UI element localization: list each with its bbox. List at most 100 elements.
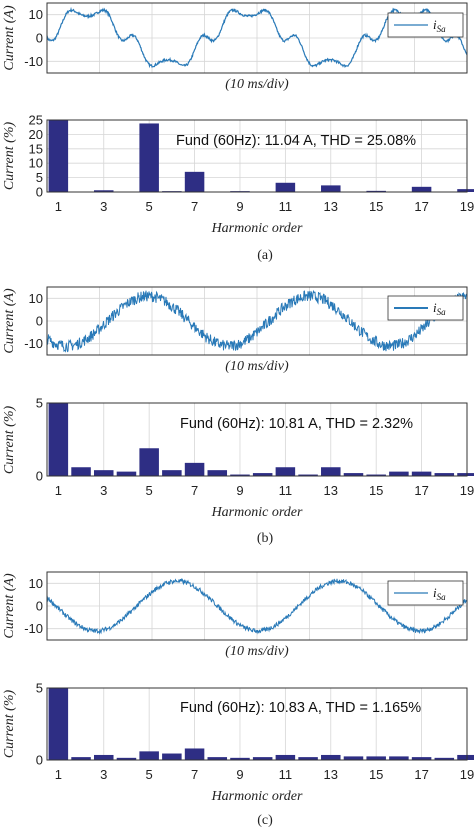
waveform-plot-c: 10 0 -10 iSa Current (A) (10 ms/div) (2, 571, 468, 659)
spectrum-bar-c-h15 (366, 756, 386, 760)
legend-label-a: i (433, 17, 437, 32)
caption-b: (b) (257, 531, 274, 546)
spectrum-bar-a-h3 (93, 190, 114, 192)
waveform-frame-b (46, 286, 468, 356)
spectrum-xtick-label-b: 19 (460, 483, 474, 498)
legend-subscript-c: Sa (437, 592, 447, 602)
spectrum-bar-c-h7 (184, 748, 205, 760)
spectrum-ytick-label-a: 10 (29, 156, 43, 171)
waveform-xlabel-c: (10 ms/div) (225, 644, 289, 659)
spectrum-frame-a (46, 119, 468, 193)
waveform-ytick-label-c: -10 (24, 621, 43, 636)
spectrum-xtick-label-a: 11 (279, 199, 293, 214)
spectrum-bar-a-h7 (184, 171, 205, 192)
spectrum-ylabel-b: Current (%) (2, 406, 17, 475)
spectrum-bar-c-h3 (93, 754, 114, 760)
spectrum-ytick-label-a: 15 (29, 141, 43, 156)
spectrum-bar-c-h8 (207, 757, 228, 760)
spectrum-plot-area-a (47, 120, 467, 192)
waveform-ytick-label-c: 0 (36, 599, 43, 614)
spectrum-bar-c-h5 (139, 751, 159, 760)
spectrum-bar-b-h5 (139, 448, 159, 476)
spectrum-xtick-label-a: 3 (100, 199, 107, 214)
spectrum-bar-a-h17 (411, 186, 432, 192)
spectrum-bar-b-h3 (93, 470, 114, 476)
spectrum-xtick-label-c: 15 (369, 767, 383, 782)
spectrum-bar-b-h10 (252, 473, 273, 476)
spectrum-xtick-label-c: 9 (236, 767, 243, 782)
spectrum-bar-c-h4 (116, 757, 137, 760)
spectrum-ytick-label-b: 0 (36, 469, 43, 484)
spectrum-ytick-label-a: 25 (29, 113, 43, 128)
spectrum-bar-b-h14 (343, 473, 364, 476)
spectrum-bar-c-h10 (252, 757, 273, 760)
spectrum-ytick-label-a: 20 (29, 127, 43, 142)
spectrum-bar-c-h12 (298, 757, 318, 760)
spectrum-ytick-label-a: 5 (36, 170, 43, 185)
spectrum-xtick-label-b: 11 (279, 483, 293, 498)
waveform-ytick-label-a: 0 (36, 31, 43, 46)
legend-c: iSa (387, 580, 464, 606)
spectrum-xtick-label-b: 3 (100, 483, 107, 498)
spectrum-bar-b-h7 (184, 462, 205, 476)
spectrum-bar-b-h11 (275, 467, 296, 476)
waveform-plot-b: 10 0 -10 iSa Current (A) (10 ms/div) (2, 286, 468, 374)
spectrum-bar-b-h17 (411, 471, 432, 476)
spectrum-ylabel-a: Current (%) (2, 122, 17, 191)
caption-a: (a) (257, 248, 273, 263)
spectrum-xtick-label-b: 5 (146, 483, 153, 498)
spectrum-plot-c: 50 1 3 5 7 9 11 13 15 17 19 Fund (60Hz): 10.83 A,… (2, 681, 474, 804)
spectrum-ytick-label-c: 0 (36, 753, 43, 768)
waveform-ytick-label-b: 10 (29, 291, 43, 306)
waveform-frame-c (46, 571, 468, 641)
spectrum-bar-a-h13 (321, 185, 341, 192)
waveform-ylabel-b: Current (A) (2, 288, 17, 354)
spectrum-bar-c-h2 (71, 757, 91, 760)
spectrum-xtick-label-a: 15 (369, 199, 383, 214)
spectrum-plot-b: 50 1 3 5 7 9 11 13 15 17 19 Fund (60Hz): 10.81 A,… (2, 396, 474, 520)
spectrum-bar-a-h15 (366, 190, 386, 192)
spectrum-bar-b-h18 (434, 473, 455, 476)
spectrum-xtick-label-a: 5 (146, 199, 153, 214)
waveform-line-c (46, 577, 468, 635)
spectrum-frame-c (46, 687, 468, 761)
waveform-xlabel-b: (10 ms/div) (225, 359, 289, 374)
spectrum-bar-b-h19 (457, 473, 474, 476)
spectrum-xtick-label-c: 7 (191, 767, 198, 782)
spectrum-xtick-label-c: 17 (414, 767, 428, 782)
waveform-ytick-label-a: 10 (29, 7, 43, 22)
waveform-ytick-label-c: 10 (29, 576, 43, 591)
legend-a: iSa (387, 12, 464, 38)
spectrum-bar-b-h8 (207, 470, 228, 476)
spectrum-ylabel-c: Current (%) (2, 690, 17, 759)
spectrum-xtick-label-b: 1 (55, 483, 62, 498)
svg-text:iSa: iSa (433, 17, 446, 34)
spectrum-ytick-label-b: 5 (36, 396, 43, 411)
spectrum-bar-b-h1 (48, 403, 69, 476)
spectrum-plot-area-b (47, 403, 467, 476)
spectrum-xtick-label-a: 19 (460, 199, 474, 214)
spectrum-annotation-a: Fund (60Hz): 11.04 A, THD = 25.08% (176, 133, 416, 149)
waveform-ylabel-a: Current (A) (2, 5, 17, 71)
spectrum-bar-c-h9 (230, 757, 250, 760)
spectrum-xtick-label-c: 5 (146, 767, 153, 782)
spectrum-bar-a-h19 (457, 189, 474, 192)
spectrum-bar-b-h16 (389, 471, 409, 476)
spectrum-bar-b-h4 (116, 471, 137, 476)
waveform-line-a (46, 6, 468, 69)
spectrum-xtick-label-a: 7 (191, 199, 198, 214)
spectrum-annotation-b: Fund (60Hz): 10.81 A, THD = 2.32% (180, 416, 413, 432)
spectrum-xtick-label-a: 1 (55, 199, 62, 214)
spectrum-xtick-label-b: 7 (191, 483, 198, 498)
spectrum-bar-b-h12 (298, 474, 318, 476)
waveform-line-b (46, 289, 468, 353)
panel-b: 100-10 iSa Current (A) (10 ms/div) 5 0 1 3… (2, 286, 474, 546)
spectrum-bar-c-h1 (48, 688, 69, 760)
waveform-plot-a: 10 0 -10 iSa Current (A) (10 ms/div) (2, 2, 468, 92)
legend-label-c: i (433, 585, 437, 600)
spectrum-bar-c-h13 (321, 754, 341, 760)
waveform-frame-a (46, 2, 468, 74)
spectrum-xtick-label-c: 11 (279, 767, 293, 782)
